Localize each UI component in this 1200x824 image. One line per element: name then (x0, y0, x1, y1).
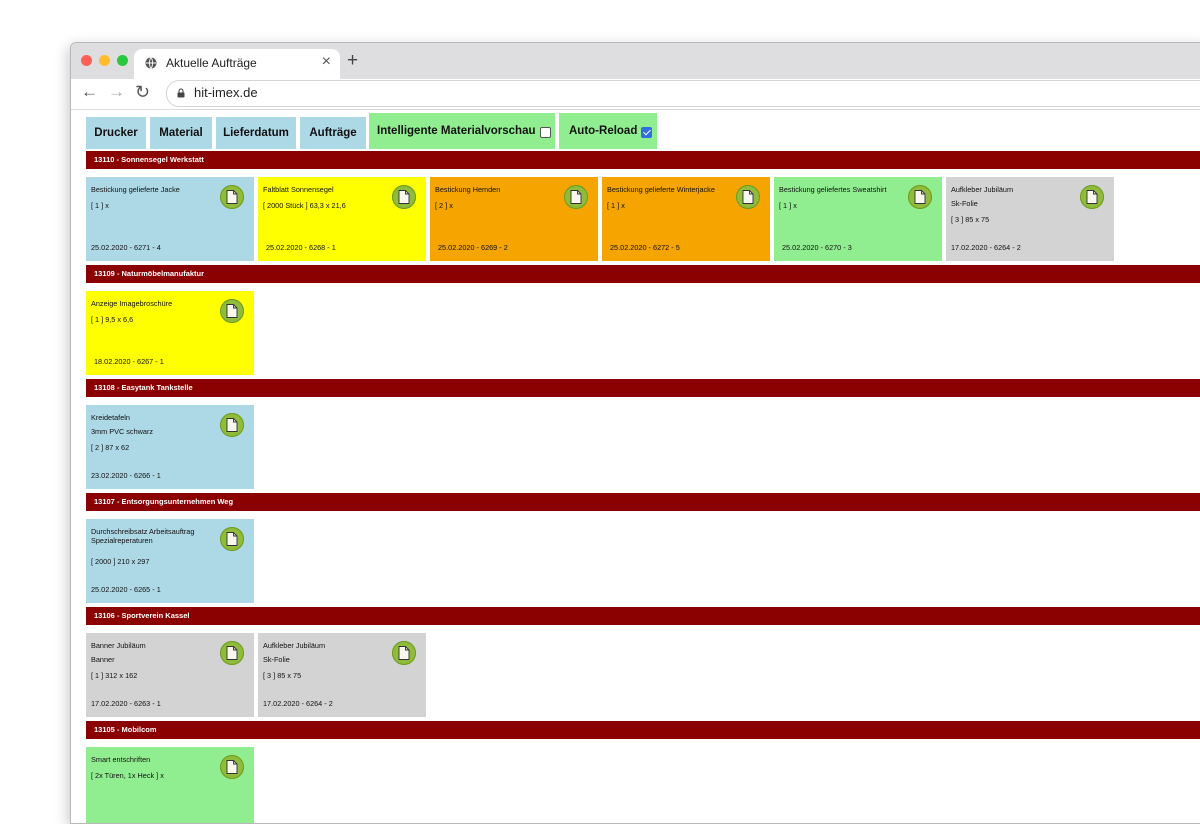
material-preview-checkbox[interactable] (539, 126, 551, 138)
card-title: Aufkleber Jubiläum (263, 641, 326, 650)
order-card[interactable]: Durchschreibsatz Arbeitsauftrag Spezialre… (86, 519, 254, 603)
card-detail: Banner (91, 655, 115, 664)
group-header: 13108 - Easytank Tankstelle (86, 379, 1200, 397)
card-detail: [ 1 ] x (91, 201, 109, 210)
auto-reload-toggle[interactable]: Auto-Reload (559, 113, 657, 149)
card-title: Durchschreibsatz Arbeitsauftrag (91, 527, 195, 536)
auto-reload-label: Auto-Reload (569, 125, 638, 137)
tab-close-icon[interactable]: × (321, 53, 331, 70)
card-footer: 17.02.2020 - 6264 - 2 (263, 699, 333, 708)
pdf-icon[interactable] (220, 527, 244, 551)
card-detail: [ 2x Türen, 1x Heck ] x (91, 771, 164, 780)
card-title: Bestickung Hemden (435, 185, 501, 194)
card-footer: 25.02.2020 - 6270 - 3 (782, 243, 852, 252)
card-title: Bestickung geliefertes Sweatshirt (779, 185, 887, 194)
order-card[interactable]: Anzeige Imagebroschüre [ 1 ] 9,5 x 6,6 18.… (86, 291, 254, 375)
card-title: Smart entschriften (91, 755, 151, 764)
pdf-icon[interactable] (220, 755, 244, 779)
auto-reload-checkbox[interactable] (641, 126, 653, 138)
card-detail: [ 1 ] 9,5 x 6,6 (91, 315, 134, 324)
card-footer: 25.02.2020 - 6272 - 5 (610, 243, 680, 252)
card-footer: 25.02.2020 - 6271 - 4 (91, 243, 161, 252)
order-card[interactable]: Aufkleber Jubiläum Sk-Folie [ 3 ] 85 x 75 1… (258, 633, 426, 717)
card-detail: [ 2000 ] 210 x 297 (91, 557, 150, 566)
card-detail: [ 2000 Stück ] 63,3 x 21,6 (263, 201, 346, 210)
order-card[interactable]: Kreidetafeln 3mm PVC schwarz [ 2 ] 87 x 62… (86, 405, 254, 489)
active-tab[interactable]: Aktuelle Aufträge × (134, 49, 340, 79)
order-card[interactable]: Bestickung Hemden [ 2 ] x 25.02.2020 - 626… (430, 177, 598, 261)
card-dimensions: [ 3 ] 85 x 75 (951, 215, 990, 224)
nav-button-drucker[interactable]: Drucker (86, 117, 146, 149)
card-detail: Sk-Folie (951, 199, 978, 208)
pdf-icon[interactable] (736, 185, 760, 209)
browser-window: Aktuelle Aufträge × + ← → ↻ hit-imex.de … (70, 42, 1200, 824)
card-title: Banner Jubiläum (91, 641, 146, 650)
order-card[interactable]: Banner Jubiläum Banner [ 1 ] 312 x 162 17.0… (86, 633, 254, 717)
pdf-icon[interactable] (392, 185, 416, 209)
card-footer: 17.02.2020 - 6264 - 2 (951, 243, 1021, 252)
address-bar[interactable]: hit-imex.de (166, 80, 1200, 107)
card-title: Kreidetafeln (91, 413, 130, 422)
card-footer: 18.02.2020 - 6267 - 1 (94, 357, 164, 366)
card-dimensions: [ 1 ] 312 x 162 (91, 671, 138, 680)
card-detail: [ 1 ] x (779, 201, 797, 210)
card-dimensions: [ 3 ] 85 x 75 (263, 671, 302, 680)
pdf-icon[interactable] (392, 641, 416, 665)
card-footer: 23.02.2020 - 6266 - 1 (91, 471, 161, 480)
forward-icon[interactable]: → (108, 82, 125, 101)
reload-icon[interactable]: ↻ (135, 82, 151, 102)
card-detail: [ 1 ] x (607, 201, 625, 210)
pdf-icon[interactable] (220, 413, 244, 437)
card-detail: 3mm PVC schwarz (91, 427, 154, 436)
back-icon[interactable]: ← (81, 82, 98, 101)
order-card[interactable]: Bestickung gelieferte Jacke [ 1 ] x 25.02.… (86, 177, 254, 261)
new-tab-button[interactable]: + (347, 50, 359, 71)
nav-button-material[interactable]: Material (150, 117, 212, 149)
pdf-icon[interactable] (1080, 185, 1104, 209)
card-title-line2: Spezialreperaturen (91, 536, 153, 545)
card-detail: [ 2 ] x (435, 201, 453, 210)
pdf-icon[interactable] (564, 185, 588, 209)
card-detail: Sk-Folie (263, 655, 290, 664)
pdf-icon[interactable] (220, 299, 244, 323)
page-content: Drucker Material Lieferdatum Aufträge In… (71, 110, 1200, 823)
zoom-window-button[interactable] (117, 55, 128, 66)
card-title: Anzeige Imagebroschüre (91, 299, 173, 308)
group-header: 13110 - Sonnensegel Werkstatt (86, 151, 1200, 169)
group-header: 13106 - Sportverein Kassel (86, 607, 1200, 625)
card-title: Aufkleber Jubiläum (951, 185, 1014, 194)
order-card[interactable]: Smart entschriften [ 2x Türen, 1x Heck ] … (86, 747, 254, 823)
minimize-window-button[interactable] (99, 55, 110, 66)
material-preview-label: Intelligente Materialvorschau (377, 125, 536, 137)
card-footer: 17.02.2020 - 6263 - 1 (91, 699, 161, 708)
browser-toolbar: ← → ↻ hit-imex.de (71, 79, 1200, 110)
tab-strip: Aktuelle Aufträge × + (71, 43, 1200, 79)
pdf-icon[interactable] (220, 185, 244, 209)
card-footer: 25.02.2020 - 6269 - 2 (438, 243, 508, 252)
order-card[interactable]: Bestickung geliefertes Sweatshirt [ 1 ] x… (774, 177, 942, 261)
close-window-button[interactable] (81, 55, 92, 66)
globe-icon (145, 57, 157, 69)
group-header: 13107 - Entsorgungsunternehmen Weg (86, 493, 1200, 511)
material-preview-toggle[interactable]: Intelligente Materialvorschau (369, 113, 555, 149)
group-header: 13105 - Mobilcom (86, 721, 1200, 739)
url-text: hit-imex.de (194, 85, 258, 100)
tab-title: Aktuelle Aufträge (166, 56, 257, 70)
nav-button-lieferdatum[interactable]: Lieferdatum (216, 117, 296, 149)
lock-icon (177, 88, 185, 98)
pdf-icon[interactable] (220, 641, 244, 665)
card-footer: 25.02.2020 - 6265 - 1 (91, 585, 161, 594)
nav-button-auftraege[interactable]: Aufträge (300, 117, 366, 149)
order-card[interactable]: Aufkleber Jubiläum Sk-Folie [ 3 ] 85 x 75 1… (946, 177, 1114, 261)
card-title: Bestickung gelieferte Winterjacke (607, 185, 715, 194)
pdf-icon[interactable] (908, 185, 932, 209)
order-card[interactable]: Bestickung gelieferte Winterjacke [ 1 ] x… (602, 177, 770, 261)
card-dimensions: [ 2 ] 87 x 62 (91, 443, 130, 452)
card-title: Faltblatt Sonnensegel (263, 185, 334, 194)
order-card[interactable]: Faltblatt Sonnensegel [ 2000 Stück ] 63,3… (258, 177, 426, 261)
card-footer: 25.02.2020 - 6268 - 1 (266, 243, 336, 252)
card-title: Bestickung gelieferte Jacke (91, 185, 180, 194)
group-header: 13109 - Naturmöbelmanufaktur (86, 265, 1200, 283)
